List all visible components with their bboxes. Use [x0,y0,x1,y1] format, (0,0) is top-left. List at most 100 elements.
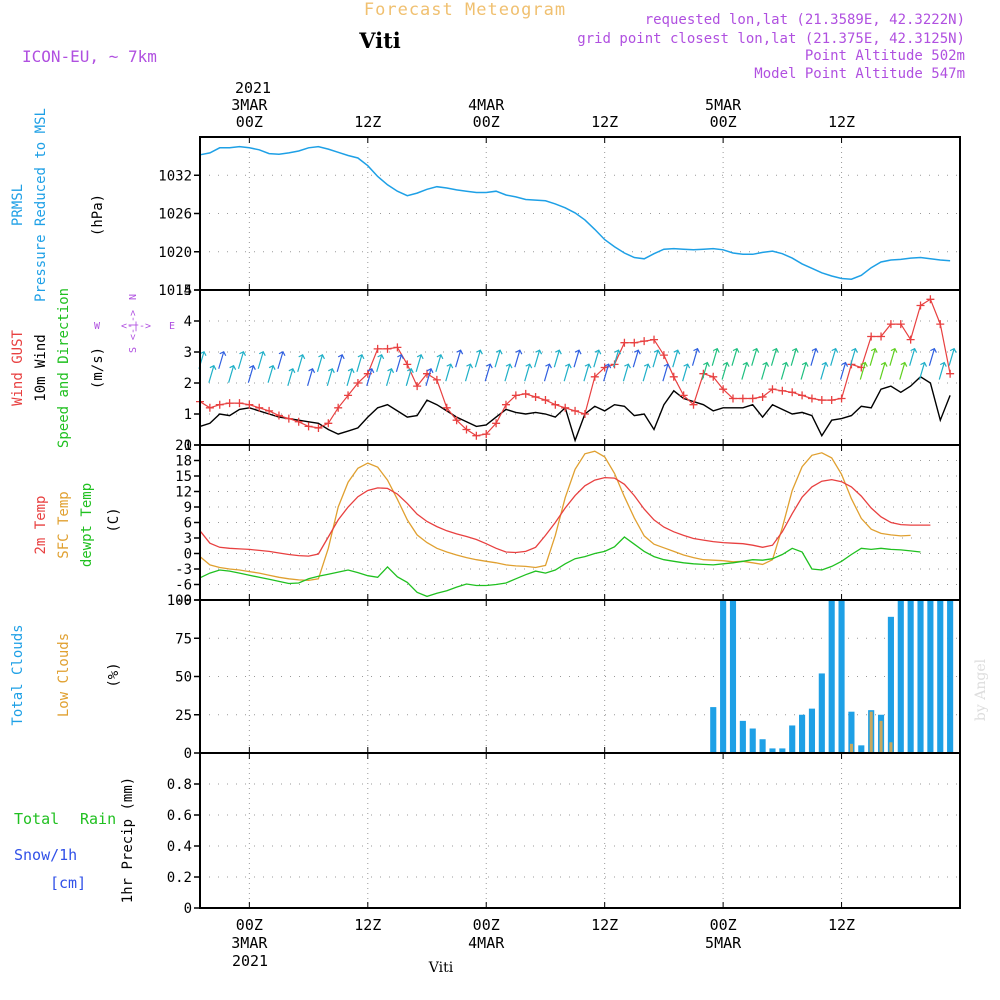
gust-marker [531,392,540,401]
wind-arrow [297,354,306,373]
gust-marker [788,388,797,397]
prmsl-label: PRMSL [10,184,26,226]
gust-marker [758,392,767,401]
wind-arrow [228,364,237,383]
total-cloud-bar [937,600,944,753]
rain-label: Rain [80,810,116,828]
total-cloud-bar [769,748,776,753]
wind-arrow [810,347,819,366]
total-cloud-bar [789,725,796,753]
gust-marker [738,394,747,403]
bottom-date-label: 3MAR [231,934,268,952]
gust-marker [728,394,737,403]
gust-marker [630,338,639,347]
gust-marker [245,400,254,409]
total-cloud-bar [838,600,845,753]
wind-arrow [247,364,256,383]
wind-arrow [652,349,661,368]
gust-marker [827,396,836,405]
y-tick-label: 1026 [158,207,192,223]
bottom-time-label: 00Z [473,916,500,934]
wind-frame [199,289,961,446]
bottom-time-label: 00Z [710,916,737,934]
gust-marker [492,419,501,428]
gust-marker [877,332,886,341]
gust-marker [521,389,530,398]
wind-arrow [267,364,276,383]
gust-marker [403,360,412,369]
wind-arrow [415,354,424,373]
wind-arrow [385,367,395,386]
gust-marker [304,422,313,431]
wind-unit: (m/s) [90,347,106,389]
compass-horiz: <-|-> [121,321,151,332]
gust-marker [798,391,807,400]
gust-marker [452,416,461,425]
total-cloud-bar [848,711,855,753]
gust-marker [324,419,333,428]
clouds-unit: (%) [106,662,122,687]
chart-title: Forecast Meteogram [364,0,566,20]
wind-arrow [928,347,937,366]
compass-vert: <-|-> [128,310,139,340]
wind-arrow [790,347,799,366]
wind-arrow [830,347,839,366]
sfc-label: SFC Temp [56,491,72,558]
wind-arrow [622,363,631,382]
y-tick-label: 12 [175,485,192,501]
gust-marker [689,400,698,409]
wind-speed-line [199,375,951,443]
precip-unit: 1hr Precip (mm) [120,777,136,903]
precip-frame [199,752,961,909]
gust-marker [511,391,520,400]
y-tick-label: 3 [184,345,192,361]
y-tick-label: 6 [184,516,192,532]
low-cloud-bar [889,742,893,753]
temp-labels: 2m Temp SFC Temp dewpt Temp (C) [33,483,122,567]
wind-arrow [800,361,809,380]
top-time-label: 00Z [473,113,500,131]
temp-unit: (C) [106,507,122,532]
wind-arrow [366,367,375,386]
wind-arrow [691,347,701,366]
wind-arrow [938,361,947,380]
wind-arrow [780,361,789,380]
precip-labels: Total Rain Snow/1h [cm] 1hr Precip (mm) [14,777,136,903]
y-tick-label: 3 [184,531,192,547]
bottom-time-label: 12Z [354,916,381,934]
wind-arrow [376,354,385,373]
gust-marker [867,332,876,341]
wind-arrow [474,349,483,368]
wind-arrow [287,367,296,386]
gust-marker [462,425,471,434]
low-cloud-bar [849,743,853,753]
pressure-line [199,145,951,280]
total-cloud-bar [808,708,816,753]
compass-w: W [94,321,101,332]
gust-marker [837,394,846,403]
y-tick-label: 9 [184,500,192,516]
top-time-label: 00Z [236,113,263,131]
y-tick-label: 18 [175,454,192,470]
compass-s: S [128,347,139,353]
y-tick-label: 21 [175,438,192,454]
total-cloud-bar [729,600,737,753]
gust-marker [442,403,451,412]
y-tick-label: 0 [184,901,192,917]
wind-arrow [455,349,464,368]
y-tick-label: 1 [184,407,192,423]
wind-arrow [879,361,888,380]
gust-marker [482,430,491,439]
total-cloud-bar [799,714,806,753]
y-tick-label: -9 [175,593,192,609]
total-cloud-bar [720,600,727,753]
total-cloud-bar [858,745,865,753]
total-cloud-bar [749,728,756,753]
gust-marker [896,320,905,329]
gust-marker [541,396,550,405]
wind-arrow [504,363,513,382]
wind-arrow [672,349,681,368]
gust-marker [284,414,293,423]
gust-marker [235,399,244,408]
low-cloud-bar [869,711,873,753]
